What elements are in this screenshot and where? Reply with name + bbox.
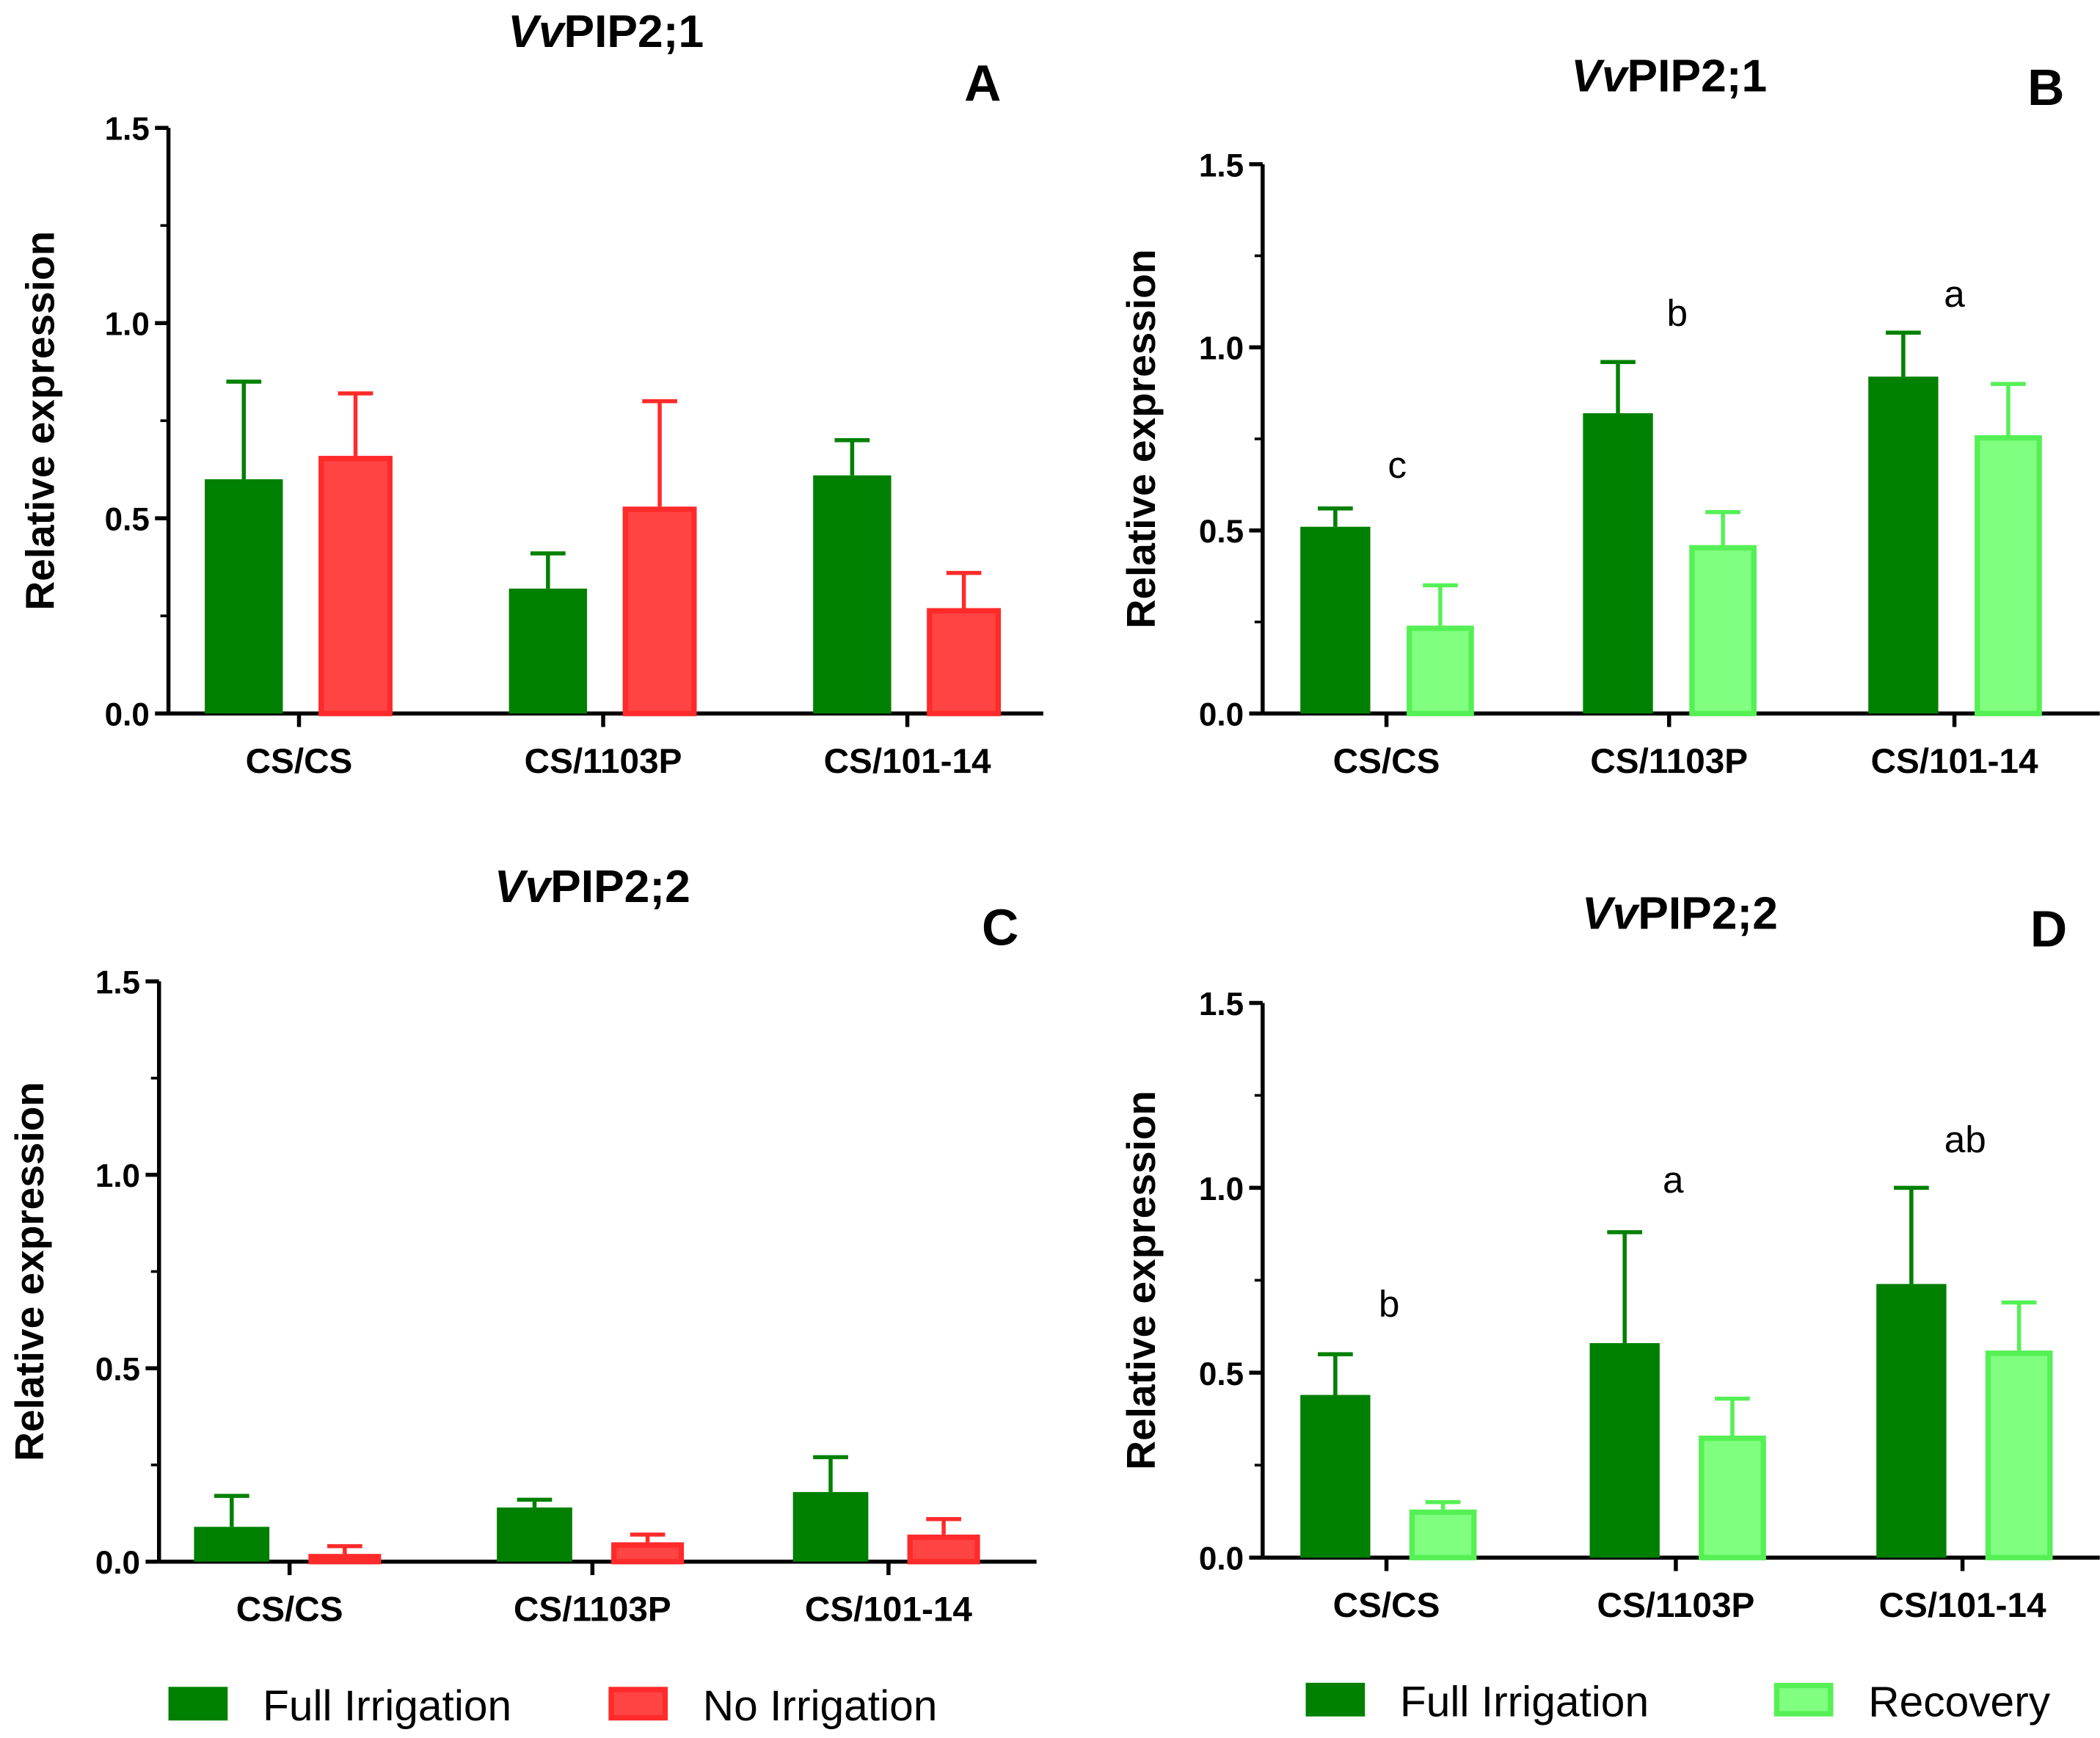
bar-recovery <box>1407 625 1474 716</box>
bar-recovery <box>1699 1435 1766 1560</box>
x-tick-label: CS/CS <box>236 1590 343 1629</box>
bar-full-irrigation <box>1876 1284 1947 1558</box>
bar-full-irrigation <box>497 1507 572 1562</box>
x-tick-label: CS/101-14 <box>805 1590 972 1629</box>
y-tick-label: 0.0 <box>105 697 150 733</box>
y-tick-label: 0.5 <box>1199 1356 1244 1392</box>
y-axis-label: Relative expression <box>1118 1091 1164 1470</box>
panel-C: VvPIP2;2 C Relative expression 0.0 0.5 1.0 1.5… <box>7 862 1037 1629</box>
y-tick-label: 0.5 <box>95 1352 140 1388</box>
bar-full-irrigation <box>1300 1395 1371 1558</box>
significance-letter: a <box>1663 1159 1684 1201</box>
bar-recovery <box>1409 1509 1477 1560</box>
chart-title: VvPIP2;2 <box>495 862 690 912</box>
bar-no-irrigation <box>611 1542 685 1565</box>
y-tick-label: 1.5 <box>95 965 140 1001</box>
bar-full-irrigation <box>792 1491 869 1562</box>
bar-full-irrigation <box>1583 413 1653 714</box>
y-tick-label: 0.0 <box>95 1545 140 1581</box>
y-tick-label: 1.0 <box>95 1158 140 1194</box>
significance-letter: a <box>1944 273 1965 315</box>
bar-full-irrigation <box>508 588 588 714</box>
legend-label: Full Irrigation <box>263 1682 511 1730</box>
panel-A: VvPIP2;1 A Relative expression 0.0 0.5 1.0 1.5… <box>18 7 1043 781</box>
y-tick-label: 1.5 <box>1199 148 1244 183</box>
legend-label: Recovery <box>1868 1679 2051 1726</box>
panel-label: C <box>982 899 1018 956</box>
x-tick-label: CS/CS <box>1333 1586 1440 1625</box>
legend-label: No Irrigation <box>703 1682 938 1730</box>
x-tick-label: CS/101-14 <box>1879 1586 2046 1625</box>
bar-full-irrigation <box>1589 1343 1660 1558</box>
x-tick-label: CS/1103P <box>514 1590 671 1629</box>
y-tick-label: 0.0 <box>1199 1541 1244 1577</box>
x-tick-label: CS/1103P <box>525 742 682 781</box>
y-axis-label: Relative expression <box>1118 250 1164 629</box>
panel-label: D <box>2030 900 2067 957</box>
bar-no-irrigation <box>927 608 1002 716</box>
significance-letter: c <box>1388 444 1407 486</box>
panel-D: VvPIP2;2 D Relative expression 0.0 0.5 1.0 1.5… <box>1118 889 2100 1625</box>
bar-full-irrigation <box>205 479 283 714</box>
y-axis-label: Relative expression <box>18 231 63 611</box>
y-tick-label: 1.0 <box>105 307 150 343</box>
legend-swatch <box>608 1687 668 1721</box>
panel-label: A <box>964 55 1001 112</box>
panel-label: B <box>2027 59 2064 116</box>
legend-swatch <box>1305 1682 1366 1717</box>
x-tick-label: CS/1103P <box>1590 742 1748 781</box>
chart-title: VvPIP2;2 <box>1582 889 1778 939</box>
y-axis-label: Relative expression <box>7 1082 52 1461</box>
y-tick-label: 1.0 <box>1199 1171 1244 1207</box>
x-tick-label: CS/CS <box>246 742 353 781</box>
y-tick-label: 1.5 <box>105 112 150 148</box>
legend-swatch <box>168 1687 228 1721</box>
y-tick-label: 0.0 <box>1199 697 1244 733</box>
bar-no-irrigation <box>308 1554 382 1565</box>
bar-full-irrigation <box>813 475 892 714</box>
bar-no-irrigation <box>622 506 697 716</box>
chart-title: VvPIP2;1 <box>508 7 704 57</box>
x-tick-label: CS/1103P <box>1597 1586 1755 1625</box>
bar-full-irrigation <box>1300 526 1371 714</box>
panel-B: VvPIP2;1 B Relative expression 0.0 0.5 1.0 1.5… <box>1118 51 2100 781</box>
bar-no-irrigation <box>907 1534 980 1565</box>
chart-title: VvPIP2;1 <box>1571 51 1767 102</box>
x-tick-label: CS/101-14 <box>1871 742 2038 781</box>
legend-swatch <box>1773 1682 1834 1717</box>
bar-recovery <box>1689 545 1757 716</box>
bar-recovery <box>1985 1350 2053 1560</box>
bar-full-irrigation <box>1868 377 1939 714</box>
significance-letter: ab <box>1944 1119 1986 1160</box>
significance-letter: b <box>1666 292 1688 334</box>
bar-no-irrigation <box>318 456 393 716</box>
bar-full-irrigation <box>194 1527 270 1562</box>
bar-recovery <box>1975 434 2042 716</box>
legend-label: Full Irrigation <box>1400 1679 1649 1726</box>
y-tick-label: 0.5 <box>105 502 150 538</box>
y-tick-label: 0.5 <box>1199 514 1244 550</box>
y-tick-label: 1.0 <box>1199 331 1244 367</box>
legend: Full Irrigation Recovery <box>1305 1679 2051 1726</box>
y-tick-label: 1.5 <box>1199 986 1244 1022</box>
legend: Full Irrigation No Irrigation <box>168 1682 938 1730</box>
significance-letter: b <box>1379 1283 1400 1325</box>
x-tick-label: CS/CS <box>1333 742 1440 781</box>
x-tick-label: CS/101-14 <box>824 742 991 781</box>
